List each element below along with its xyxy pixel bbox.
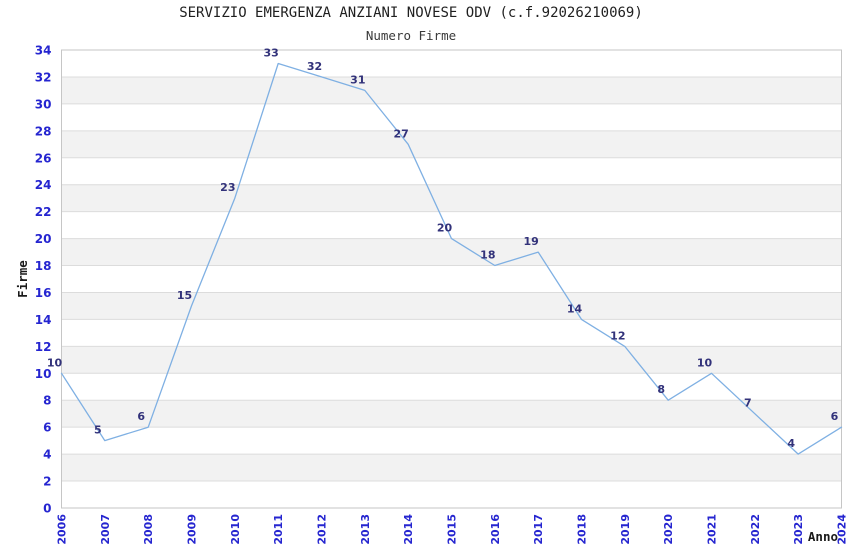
point-label: 10 — [697, 356, 713, 369]
x-tick-label: 2022 — [749, 514, 762, 545]
x-tick-label: 2006 — [56, 514, 69, 545]
x-tick-label: 2019 — [619, 514, 632, 545]
y-tick-label: 8 — [43, 394, 51, 408]
point-label: 15 — [177, 289, 192, 302]
y-axis-label: Firme — [15, 260, 30, 298]
x-axis-label: Anno — [808, 529, 838, 544]
y-tick-label: 4 — [43, 448, 51, 462]
point-label: 14 — [567, 302, 583, 315]
series-line — [60, 62, 843, 455]
y-tick-label: 0 — [43, 502, 51, 516]
plot-background — [61, 50, 842, 508]
x-tick-label: 2023 — [792, 514, 805, 545]
x-tick-label: 2015 — [446, 514, 459, 545]
x-tick-label: 2009 — [186, 514, 199, 545]
point-label: 27 — [394, 127, 409, 140]
y-tick-label: 20 — [35, 232, 52, 246]
y-tick-label: 12 — [35, 340, 52, 354]
point-label: 18 — [480, 249, 495, 262]
point-label: 20 — [437, 222, 453, 235]
x-tick-label: 2013 — [359, 514, 372, 545]
point-label: 31 — [350, 73, 365, 86]
chart-subtitle: Numero Firme — [365, 28, 457, 43]
x-tick-label: 2017 — [532, 514, 545, 545]
x-tick-label: 2010 — [229, 514, 242, 545]
point-label: 6 — [831, 410, 839, 423]
y-tick-label: 28 — [35, 124, 52, 138]
point-label: 33 — [264, 46, 279, 59]
point-label: 32 — [307, 60, 322, 73]
x-tick-label: 2016 — [489, 514, 502, 545]
y-tick-label: 22 — [35, 205, 52, 219]
y-tick-label: 10 — [35, 367, 52, 381]
x-tick-label: 2011 — [272, 514, 285, 545]
point-label: 7 — [744, 397, 752, 410]
y-tick-label: 18 — [35, 259, 52, 273]
point-label: 5 — [94, 424, 102, 437]
plot-band — [61, 238, 842, 266]
y-tick-label: 30 — [35, 97, 52, 111]
x-tick-label: 2008 — [142, 514, 155, 545]
plot-band — [61, 130, 842, 158]
point-label: 10 — [47, 356, 63, 369]
y-tick-label: 6 — [43, 421, 51, 435]
y-tick-label: 26 — [35, 151, 52, 165]
point-label: 4 — [787, 437, 795, 450]
x-tick-label: 2012 — [316, 514, 329, 545]
y-tick-label: 16 — [35, 286, 52, 300]
chart-title: SERVIZIO EMERGENZA ANZIANI NOVESE ODV (c… — [179, 5, 643, 21]
y-tick-label: 2 — [43, 475, 51, 489]
x-tick-label: 2014 — [402, 514, 415, 545]
plot-border — [61, 49, 842, 509]
plot-band — [61, 184, 842, 212]
x-tick-label: 2018 — [576, 514, 589, 545]
x-tick-label: 2021 — [706, 514, 719, 545]
x-tick-label: 2020 — [662, 514, 675, 545]
y-tick-label: 14 — [35, 313, 52, 327]
point-label: 19 — [524, 235, 539, 248]
plot-band — [61, 346, 842, 374]
point-label: 6 — [137, 410, 145, 423]
plot-band — [61, 76, 842, 104]
x-tick-label: 2024 — [836, 514, 849, 545]
plot-band — [61, 400, 842, 428]
y-tick-label: 24 — [35, 178, 52, 192]
y-tick-label: 34 — [35, 44, 52, 58]
plot-band — [61, 454, 842, 482]
point-label: 12 — [610, 329, 625, 342]
x-tick-label: 2007 — [99, 514, 112, 545]
y-tick-label: 32 — [35, 70, 52, 84]
point-label: 8 — [657, 383, 665, 396]
point-label: 23 — [220, 181, 235, 194]
